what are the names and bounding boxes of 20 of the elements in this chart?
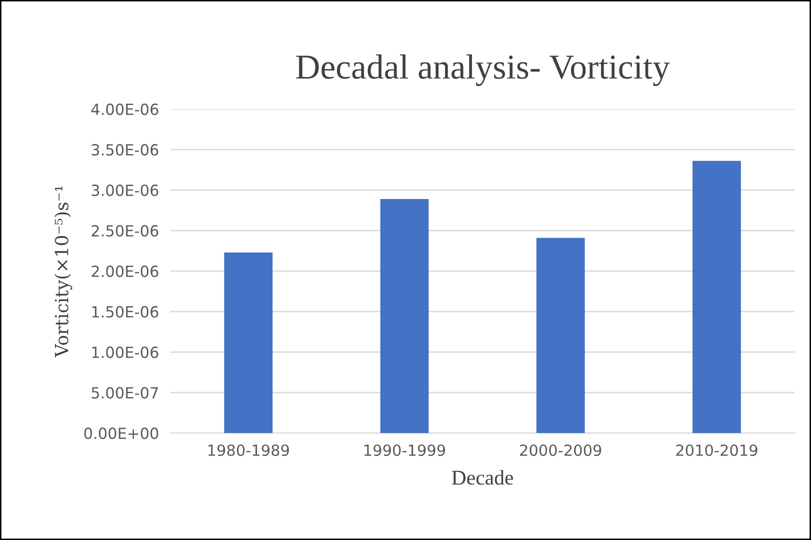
y-tick-label: 2.00E-06	[92, 266, 158, 278]
y-tick-label: 5.00E-07	[92, 387, 158, 399]
bar	[380, 198, 429, 434]
y-tick-label: 3.50E-06	[92, 144, 158, 156]
y-axis-title: Vorticity(×10⁻⁵)s⁻¹	[54, 186, 72, 358]
y-tick-label: 2.50E-06	[92, 225, 158, 237]
x-tick-label: 2000-2009	[520, 444, 602, 456]
y-tick-label: 0.00E+00	[84, 428, 158, 440]
x-tick-label: 1980-1989	[208, 444, 289, 456]
y-tick-label: 4.00E-06	[91, 104, 158, 116]
bar	[536, 238, 585, 434]
bar	[224, 252, 273, 434]
chart-title: Decadal analysis- Vorticity	[296, 54, 670, 86]
y-tick-label: 1.50E-06	[92, 306, 158, 318]
y-tick-label: 1.00E-06	[92, 346, 158, 358]
y-tick-label: 3.00E-06	[92, 184, 158, 196]
x-tick-label: 1990-1999	[364, 444, 446, 456]
bar	[692, 160, 741, 434]
x-axis-title: Decade	[452, 470, 514, 485]
x-tick-label: 2010-2019	[676, 444, 758, 456]
